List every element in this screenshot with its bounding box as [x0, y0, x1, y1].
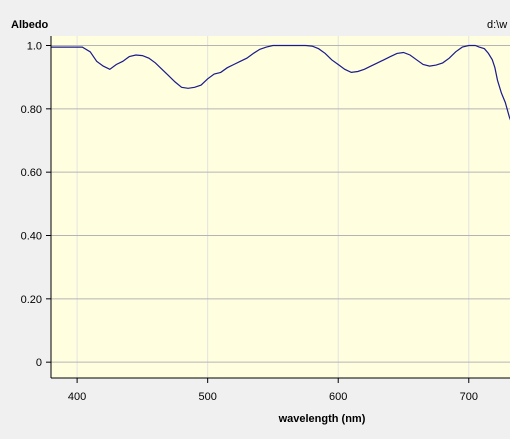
x-tick-label: 400: [68, 391, 86, 403]
x-axis-title: wavelength (nm): [278, 413, 366, 425]
y-tick-label: 0.80: [21, 104, 42, 116]
plot-area: [51, 36, 510, 378]
y-axis-title: Albedo: [11, 19, 49, 31]
x-tick-label: 700: [460, 391, 478, 403]
y-tick-label: 1.0: [27, 41, 42, 53]
y-tick-label: 0: [36, 357, 42, 369]
y-tick-label: 0.20: [21, 294, 42, 306]
x-tick-label: 500: [198, 391, 216, 403]
file-path-label: d:\w: [487, 19, 507, 31]
x-tick-label: 600: [329, 391, 347, 403]
y-tick-label: 0.60: [21, 167, 42, 179]
y-tick-label: 0.40: [21, 231, 42, 243]
